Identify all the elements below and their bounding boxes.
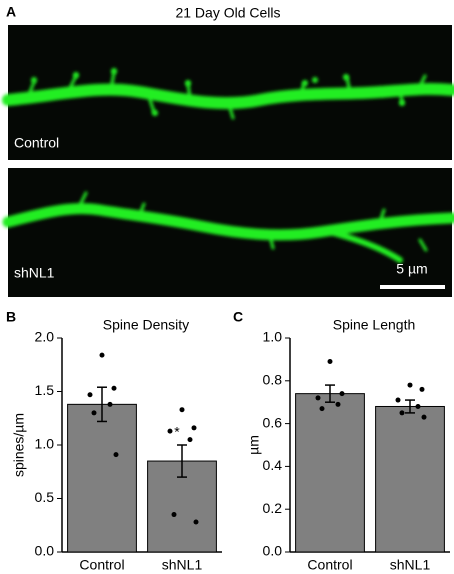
data-point xyxy=(327,359,333,365)
bar xyxy=(295,393,365,553)
data-point xyxy=(335,401,341,407)
y-tick-label: 0.6 xyxy=(263,414,283,430)
y-axis-label: µm xyxy=(246,435,262,455)
y-tick-label: 2.0 xyxy=(35,329,55,345)
x-tick-label: Control xyxy=(307,557,352,573)
scale-bar-label: 5 µm xyxy=(396,261,427,277)
data-point xyxy=(91,410,97,416)
data-point xyxy=(111,385,117,391)
data-point xyxy=(179,407,185,413)
x-tick-label: shNL1 xyxy=(390,557,431,573)
data-point xyxy=(339,391,345,397)
panel-label: B xyxy=(6,309,16,325)
data-point xyxy=(407,382,413,388)
y-tick-label: 0.2 xyxy=(263,500,283,516)
x-tick-label: shNL1 xyxy=(162,557,203,573)
y-tick-label: 1.0 xyxy=(263,329,283,345)
y-tick-label: 1.5 xyxy=(35,382,55,398)
data-point xyxy=(107,401,113,407)
y-tick-label: 1.0 xyxy=(35,436,55,452)
dendrite xyxy=(2,70,454,120)
chart-title: Spine Length xyxy=(333,317,416,333)
panel-label: C xyxy=(233,309,243,325)
data-point xyxy=(187,437,193,443)
data-point xyxy=(113,452,119,458)
data-point xyxy=(99,352,105,358)
chart-title: Spine Density xyxy=(103,317,189,333)
y-tick-label: 0.4 xyxy=(263,457,283,473)
data-point xyxy=(395,397,401,403)
spines xyxy=(31,68,405,116)
data-point xyxy=(167,428,173,434)
y-tick-label: 0.5 xyxy=(35,489,55,505)
x-tick-label: Control xyxy=(79,557,124,573)
bar xyxy=(375,405,445,553)
data-point xyxy=(415,403,421,409)
data-point xyxy=(319,406,325,412)
annotation: * xyxy=(174,424,180,440)
y-axis-label: spines/µm xyxy=(11,413,27,477)
data-point xyxy=(315,395,321,401)
bar xyxy=(67,403,137,553)
image-label: Control xyxy=(14,135,59,151)
data-point xyxy=(419,386,425,392)
image-label: shNL1 xyxy=(14,265,55,281)
data-point xyxy=(399,410,405,416)
y-tick-label: 0.8 xyxy=(263,372,283,388)
data-point xyxy=(193,519,199,525)
data-point xyxy=(421,414,427,420)
y-tick-label: 0.0 xyxy=(35,543,55,559)
y-tick-label: 0.0 xyxy=(263,543,283,559)
data-point xyxy=(87,392,93,398)
data-point xyxy=(191,425,197,431)
panel-title: 21 Day Old Cells xyxy=(175,5,280,21)
data-point xyxy=(171,512,177,518)
panel-label: A xyxy=(6,4,16,20)
dendrite xyxy=(2,191,454,263)
